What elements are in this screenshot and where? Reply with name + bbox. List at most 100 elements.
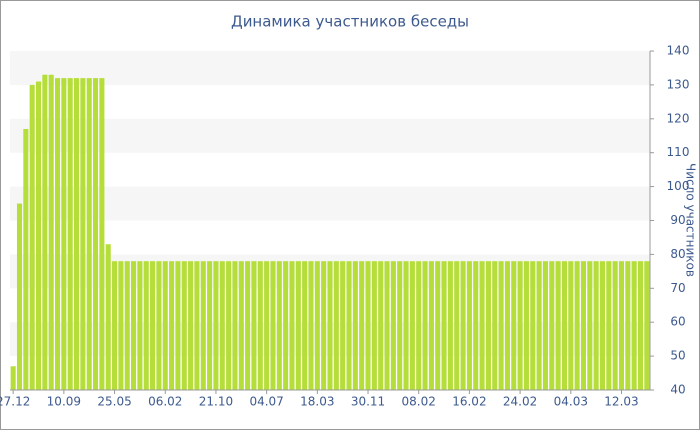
bar <box>403 261 409 390</box>
bar <box>409 261 415 390</box>
bar <box>162 261 168 390</box>
bar <box>618 261 625 390</box>
bar <box>251 261 257 390</box>
y-tick-label: 130 <box>667 77 690 91</box>
bar <box>194 261 200 390</box>
bar <box>416 261 422 390</box>
x-tick-label: 06.02 <box>148 395 182 409</box>
bar <box>124 261 130 390</box>
bar <box>105 244 111 390</box>
bar <box>435 261 441 390</box>
bar <box>359 261 365 390</box>
bar <box>295 261 301 390</box>
bar <box>23 128 29 390</box>
bar <box>473 261 479 390</box>
bar <box>213 261 219 390</box>
y-tick-label: 120 <box>667 111 690 125</box>
bar <box>308 261 314 390</box>
bar <box>492 261 498 390</box>
grid-band <box>10 51 650 85</box>
bar <box>321 261 327 390</box>
bar <box>175 261 181 390</box>
bar <box>549 261 555 390</box>
bar <box>112 261 118 390</box>
bar <box>188 261 194 390</box>
bar <box>523 261 529 390</box>
bar <box>74 78 80 391</box>
y-tick-label: 100 <box>667 179 690 193</box>
bar <box>48 74 54 390</box>
bar <box>555 261 561 390</box>
bar <box>504 261 510 390</box>
bar <box>542 261 548 390</box>
y-tick-label: 60 <box>670 315 685 329</box>
bar <box>35 81 42 390</box>
bar <box>625 261 631 390</box>
bar <box>137 261 143 390</box>
bar <box>390 261 396 390</box>
bar <box>498 261 504 390</box>
x-tick-label: 25.05 <box>97 395 131 409</box>
bar <box>378 261 384 390</box>
bar <box>593 261 599 390</box>
bar <box>631 261 637 390</box>
x-tick-label: 04.07 <box>249 395 283 409</box>
bar <box>511 261 517 390</box>
bar <box>460 261 466 390</box>
bar <box>61 78 67 391</box>
grid-band <box>10 118 650 153</box>
bar <box>238 261 244 390</box>
bar <box>276 261 282 390</box>
bar <box>340 261 346 390</box>
bar <box>479 261 485 390</box>
y-axis-label: Число участников <box>684 163 698 277</box>
bar <box>270 261 276 390</box>
x-tick-label: 10.09 <box>47 395 81 409</box>
bar <box>333 261 339 390</box>
x-tick-label: 08.02 <box>402 395 436 409</box>
bar <box>371 261 377 390</box>
bar <box>289 261 295 390</box>
bar <box>587 261 593 390</box>
x-tick-label: 18.03 <box>300 395 334 409</box>
bar <box>150 261 156 390</box>
bar <box>441 261 447 390</box>
bar <box>327 261 333 390</box>
x-tick-label: 30.11 <box>351 395 385 409</box>
bar <box>397 261 403 390</box>
bar <box>181 261 187 390</box>
bar <box>561 261 567 390</box>
bar <box>637 261 644 390</box>
bar <box>10 366 16 390</box>
bar <box>352 261 358 390</box>
bar <box>156 261 162 390</box>
x-tick-label: 12.03 <box>604 395 638 409</box>
bar <box>99 78 105 391</box>
bar <box>485 261 491 390</box>
y-tick-label: 40 <box>670 383 685 397</box>
bar <box>599 261 606 390</box>
bar <box>93 78 99 391</box>
bar <box>80 78 86 391</box>
y-tick-label: 70 <box>670 281 685 295</box>
bar <box>644 261 650 390</box>
chart-title: Динамика участников беседы <box>231 13 469 31</box>
bar <box>447 261 453 390</box>
bar <box>29 84 35 391</box>
bar <box>42 74 48 390</box>
bar <box>200 261 206 390</box>
bar <box>257 261 263 390</box>
bar <box>86 78 92 391</box>
y-tick-label: 140 <box>667 44 690 58</box>
bar <box>16 203 23 390</box>
bar <box>365 261 371 390</box>
x-tick-label: 16.02 <box>452 395 486 409</box>
bar <box>530 261 536 390</box>
y-tick-label: 80 <box>670 247 685 261</box>
bar <box>67 78 73 391</box>
bar <box>226 261 232 390</box>
bar <box>264 261 270 390</box>
bar <box>517 261 523 390</box>
grid-band <box>10 186 650 221</box>
